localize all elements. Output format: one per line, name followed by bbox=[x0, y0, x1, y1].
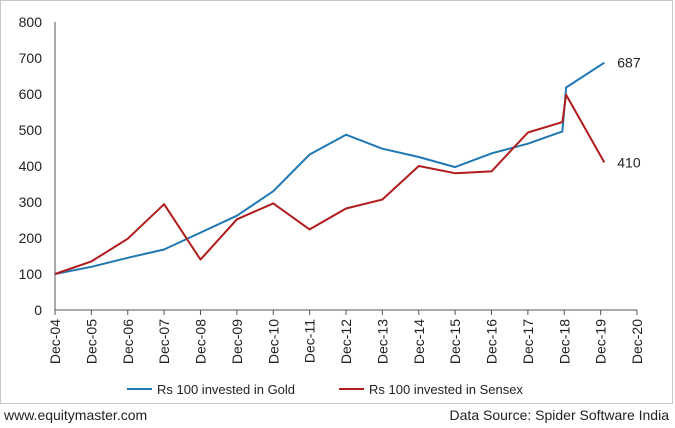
x-tick-label: Dec-17 bbox=[520, 319, 536, 364]
x-axis-ticks: Dec-04 Dec-05 Dec-06 Dec-07 Dec-08 Dec-09 Dec-… bbox=[47, 310, 645, 364]
x-tick-label: Dec-14 bbox=[411, 319, 427, 364]
x-tick-label: Dec-13 bbox=[374, 319, 390, 364]
x-tick-label: Dec-06 bbox=[120, 319, 136, 364]
y-tick-label: 500 bbox=[19, 122, 43, 138]
x-tick-label: Dec-16 bbox=[484, 319, 500, 364]
x-tick-label: Dec-20 bbox=[629, 319, 645, 364]
x-tick-label: Dec-09 bbox=[229, 319, 245, 364]
x-tick-label: Dec-15 bbox=[447, 319, 463, 364]
y-tick-label: 100 bbox=[19, 266, 43, 282]
x-tick-label: Dec-08 bbox=[193, 319, 209, 364]
series-line-gold bbox=[54, 61, 605, 275]
end-label-sensex: 410 bbox=[617, 154, 641, 170]
y-tick-label: 400 bbox=[19, 158, 43, 174]
axes bbox=[54, 22, 637, 311]
y-tick-label: 800 bbox=[19, 14, 43, 30]
y-tick-label: 200 bbox=[19, 230, 43, 246]
x-tick-label: Dec-05 bbox=[83, 319, 99, 364]
legend: Rs 100 invested in Gold Rs 100 invested i… bbox=[127, 382, 523, 397]
footer-source-site: www.equitymaster.com bbox=[4, 407, 148, 423]
y-tick-label: 700 bbox=[19, 50, 43, 66]
footer-data-source: Data Source: Spider Software India bbox=[449, 407, 669, 423]
end-label-gold: 687 bbox=[617, 55, 641, 71]
x-tick-label: Dec-19 bbox=[593, 319, 609, 364]
x-tick-label: Dec-07 bbox=[156, 319, 172, 364]
legend-label-gold: Rs 100 invested in Gold bbox=[157, 382, 295, 397]
x-tick-label: Dec-04 bbox=[47, 319, 63, 364]
y-tick-label: 600 bbox=[19, 86, 43, 102]
end-labels: 687 410 bbox=[617, 55, 641, 171]
y-tick-label: 300 bbox=[19, 194, 43, 210]
legend-label-sensex: Rs 100 invested in Sensex bbox=[369, 382, 523, 397]
x-tick-label: Dec-12 bbox=[338, 319, 354, 364]
series-lines bbox=[54, 61, 606, 275]
series-line-sensex bbox=[54, 93, 606, 275]
y-tick-label: 0 bbox=[34, 302, 42, 318]
x-tick-label: Dec-18 bbox=[556, 319, 572, 364]
x-tick-label: Dec-11 bbox=[302, 319, 318, 363]
x-tick-label: Dec-10 bbox=[265, 319, 281, 364]
chart-frame bbox=[0, 0, 673, 404]
y-axis-ticks: 0 100 200 300 400 500 600 700 800 bbox=[19, 14, 43, 318]
